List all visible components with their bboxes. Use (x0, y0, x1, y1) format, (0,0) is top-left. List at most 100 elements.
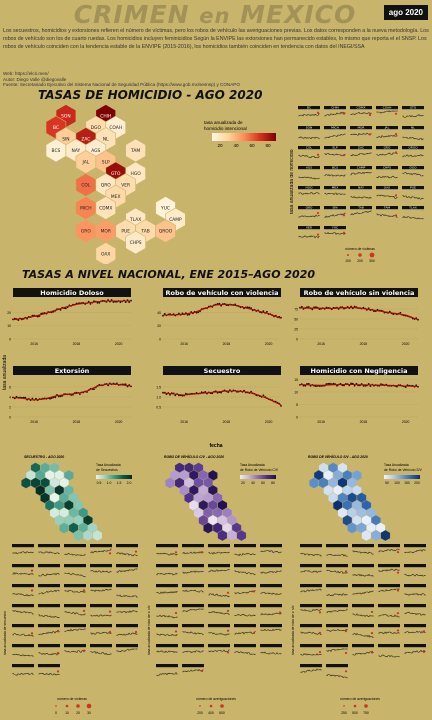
small-multiple-panel (38, 624, 60, 635)
small-multiple-panel (116, 564, 138, 573)
svg-text:SON: SON (61, 114, 71, 120)
svg-text:CDMX: CDMX (99, 206, 112, 212)
data-point (163, 313, 166, 315)
bottom-ylabel: tasa anualizada de robo de v. c/v (147, 605, 151, 655)
svg-text:250: 250 (341, 711, 347, 715)
data-point (307, 382, 310, 385)
legend-title: Tasa Anualizada (384, 463, 409, 467)
data-point (89, 303, 92, 305)
svg-text:SIN: SIN (332, 206, 337, 210)
small-multiple-panel (116, 644, 138, 653)
data-point (325, 383, 328, 385)
small-multiple-panel: NL (402, 126, 424, 141)
small-multiple-panel (182, 624, 204, 636)
small-multiple-panel: COL (298, 146, 320, 159)
small-multiple-panel (90, 644, 112, 655)
svg-text:CHPS: CHPS (130, 240, 142, 246)
small-multiple-panel (156, 664, 178, 676)
bottom-ylabel: tasa anualizada de secuestro (3, 611, 7, 655)
svg-text:150: 150 (404, 481, 410, 485)
data-point (169, 393, 171, 396)
homicide-small-multiples: tasa anualizada de homicidio BC CHIH CDMX CO… (290, 106, 424, 263)
small-multiple-panel: AGS (298, 166, 320, 180)
small-multiple-panel (12, 604, 34, 615)
small-multiple-panel (300, 664, 322, 673)
svg-text:TAB: TAB (140, 229, 149, 235)
svg-text:QRO: QRO (101, 183, 112, 189)
svg-text:30: 30 (87, 711, 91, 715)
small-multiple-panel (156, 584, 178, 594)
small-multiple-panel (156, 544, 178, 556)
small-multiple-panel (326, 564, 348, 574)
small-multiple-panel: CHIH (324, 106, 346, 117)
small-multiple-panel (208, 584, 230, 598)
x-tick-label: 2018 (223, 420, 231, 424)
y-tick-label: 0 (9, 416, 11, 420)
x-tick-label: 2020 (265, 342, 273, 346)
svg-text:COAH: COAH (109, 125, 122, 131)
small-multiple-panel (260, 604, 282, 616)
svg-text:MEX: MEX (111, 194, 121, 200)
small-multiple-panel (208, 564, 230, 573)
x-tick-label: 2020 (265, 420, 273, 424)
svg-text:de Robo de Vehículo C/V: de Robo de Vehículo C/V (240, 468, 279, 472)
svg-text:300: 300 (369, 259, 375, 263)
data-point (243, 389, 245, 392)
hex-state-mor: MOR (95, 219, 116, 243)
svg-text:MICH: MICH (80, 206, 91, 212)
small-multiple-panel (12, 644, 34, 657)
small-multiple-panel (156, 604, 178, 619)
hex-state-gro: GRO (75, 219, 97, 243)
small-multiple-panel (326, 664, 348, 679)
data-point (98, 301, 101, 304)
svg-text:GTO: GTO (410, 106, 417, 110)
hex-state-col: COL (75, 173, 97, 197)
small-multiple-panel (38, 564, 60, 577)
data-point (112, 301, 115, 303)
svg-text:200: 200 (197, 711, 203, 715)
y-tick-label: 0 (296, 338, 298, 342)
svg-text:TLAX: TLAX (129, 217, 141, 223)
data-point (17, 319, 20, 321)
svg-text:PUE: PUE (410, 186, 416, 190)
small-multiple-panel: HGO (298, 186, 320, 195)
svg-text:CAMP: CAMP (169, 217, 182, 223)
svg-text:BC: BC (53, 125, 59, 131)
svg-text:BC: BC (307, 106, 311, 110)
svg-text:50: 50 (385, 481, 389, 485)
x-tick-label: 2020 (115, 342, 123, 346)
small-multiple-panel (352, 584, 374, 595)
y-tick-label: 0 (9, 338, 11, 342)
data-point (64, 307, 67, 310)
svg-text:CDMX: CDMX (356, 106, 365, 110)
bottom-section-2: ROBO DE VEHÍCULO S/V - AGO 2020 Tasa Anua… (291, 454, 426, 715)
y-tick-label: 20 (157, 324, 161, 328)
header: CRIMEN en MEXICO ago 2020 (0, 0, 432, 29)
x-tick-label: 2016 (30, 342, 38, 346)
y-tick-label: 0.5 (156, 406, 161, 410)
small-multiple-panel (404, 624, 426, 634)
small-multiple-panel (234, 644, 256, 656)
small-multiple-panel (90, 544, 112, 555)
national-ylabel: tasa anualizada (2, 355, 8, 390)
data-point (169, 313, 171, 315)
svg-text:1.0: 1.0 (107, 481, 112, 485)
national-section-title: TASAS A NIVEL NACIONAL, ENE 2015–AGO 202… (22, 268, 316, 281)
panel-title: Extorsión (55, 367, 90, 375)
panel-title: Homicidio con Negligencia (311, 367, 408, 375)
national-panel-0: Homicidio Doloso 0 10 20 2016 2018 2020 (7, 288, 132, 346)
data-point (262, 310, 265, 313)
data-point (124, 301, 127, 303)
svg-text:40: 40 (251, 481, 255, 485)
small-multiple-panel (378, 604, 400, 618)
data-point (87, 300, 90, 303)
svg-text:tasa anualizada de: tasa anualizada de (204, 120, 243, 125)
y-tick-label: 40 (157, 311, 161, 315)
y-tick-label: 1.0 (156, 396, 161, 400)
small-multiple-panel (300, 644, 322, 656)
homicide-section-title: TASAS DE HOMICIDIO - AGO 2020 (38, 88, 263, 102)
svg-text:BCS: BCS (52, 148, 61, 154)
data-point (311, 308, 314, 311)
